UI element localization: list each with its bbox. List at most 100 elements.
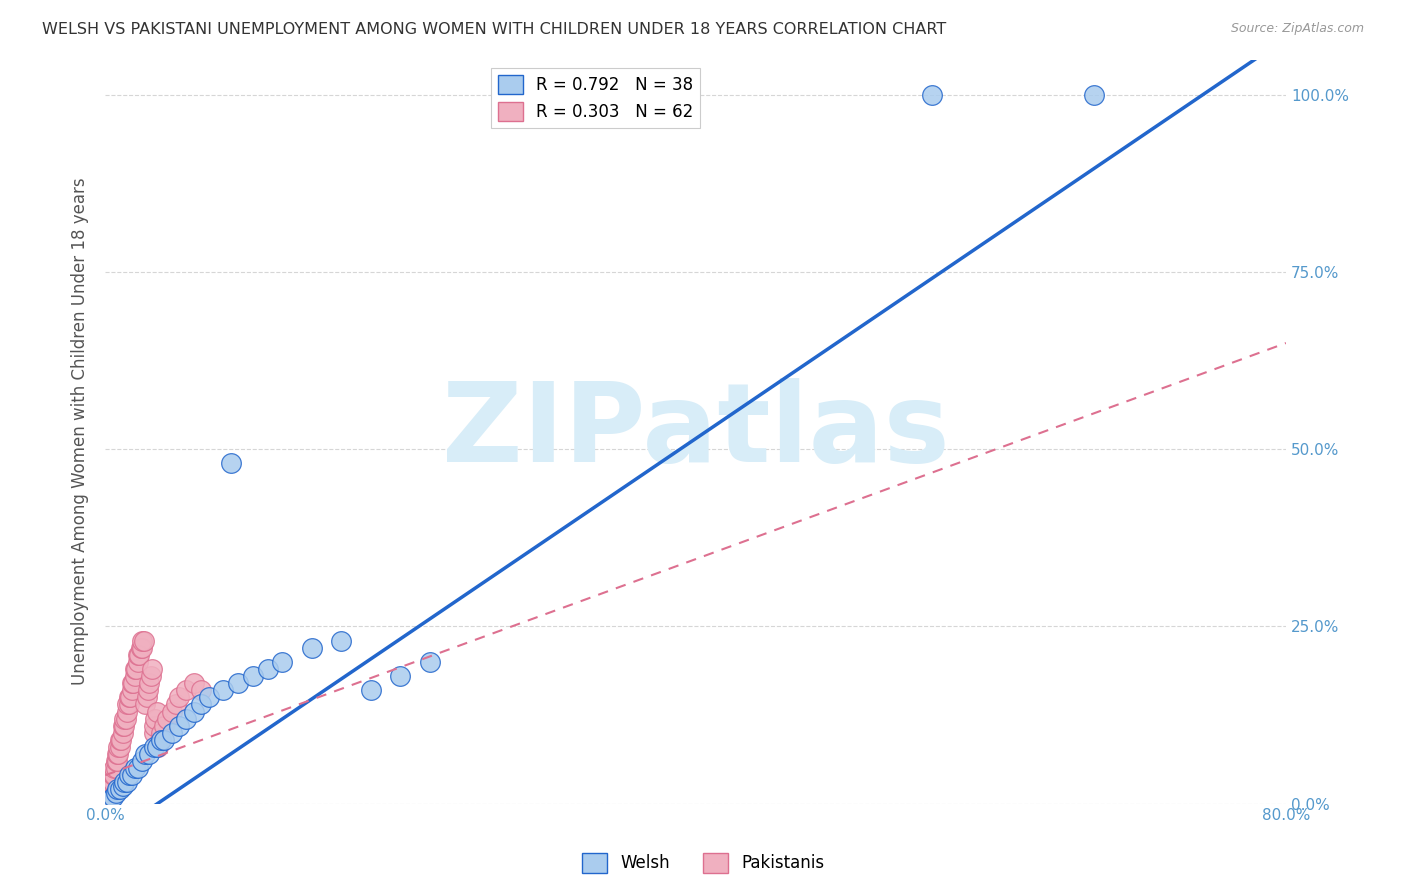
Point	[160, 725, 183, 739]
Point	[1083, 88, 1105, 103]
Point	[176, 683, 198, 698]
Point	[156, 712, 179, 726]
Point	[97, 789, 120, 804]
Point	[131, 640, 153, 655]
Point	[190, 683, 212, 698]
Point	[111, 719, 134, 733]
Point	[139, 669, 162, 683]
Point	[105, 782, 128, 797]
Point	[167, 719, 190, 733]
Point	[183, 676, 205, 690]
Point	[101, 789, 124, 804]
Point	[167, 690, 190, 705]
Point	[389, 669, 412, 683]
Point	[360, 683, 382, 698]
Point	[135, 690, 157, 705]
Point	[105, 754, 128, 768]
Point	[98, 789, 121, 804]
Point	[105, 747, 128, 761]
Point	[117, 775, 139, 789]
Point	[138, 676, 160, 690]
Point	[117, 705, 139, 719]
Legend: R = 0.792   N = 38, R = 0.303   N = 62: R = 0.792 N = 38, R = 0.303 N = 62	[491, 68, 700, 128]
Point	[219, 457, 242, 471]
Point	[242, 669, 264, 683]
Point	[104, 786, 127, 800]
Point	[121, 676, 143, 690]
Point	[112, 712, 135, 726]
Point	[134, 698, 156, 712]
Point	[131, 633, 153, 648]
Text: WELSH VS PAKISTANI UNEMPLOYMENT AMONG WOMEN WITH CHILDREN UNDER 18 YEARS CORRELA: WELSH VS PAKISTANI UNEMPLOYMENT AMONG WO…	[42, 22, 946, 37]
Point	[100, 782, 122, 797]
Point	[301, 640, 323, 655]
Point	[104, 761, 127, 775]
Point	[101, 768, 124, 782]
Point	[419, 655, 441, 669]
Point	[271, 655, 294, 669]
Point	[153, 732, 176, 747]
Point	[160, 705, 183, 719]
Point	[226, 676, 249, 690]
Point	[115, 712, 138, 726]
Point	[142, 719, 165, 733]
Text: ZIPatlas: ZIPatlas	[441, 378, 949, 485]
Point	[101, 775, 124, 789]
Point	[108, 739, 131, 754]
Point	[100, 775, 122, 789]
Point	[108, 732, 131, 747]
Point	[176, 712, 198, 726]
Point	[148, 739, 170, 754]
Point	[149, 732, 172, 747]
Point	[121, 683, 143, 698]
Point	[118, 768, 141, 782]
Point	[212, 683, 235, 698]
Point	[98, 782, 121, 797]
Point	[256, 662, 278, 676]
Point	[124, 662, 146, 676]
Point	[125, 662, 148, 676]
Point	[127, 761, 149, 775]
Point	[145, 712, 167, 726]
Point	[112, 775, 135, 789]
Point	[183, 705, 205, 719]
Point	[108, 782, 131, 797]
Point	[146, 705, 169, 719]
Point	[117, 698, 139, 712]
Point	[136, 683, 159, 698]
Point	[110, 732, 132, 747]
Point	[112, 719, 135, 733]
Point	[134, 747, 156, 761]
Point	[129, 640, 152, 655]
Point	[153, 719, 176, 733]
Point	[165, 698, 187, 712]
Point	[190, 698, 212, 712]
Point	[107, 739, 129, 754]
Point	[127, 648, 149, 662]
Point	[142, 739, 165, 754]
Point	[118, 698, 141, 712]
Point	[330, 633, 353, 648]
Point	[103, 768, 125, 782]
Point	[98, 793, 121, 807]
Point	[124, 669, 146, 683]
Point	[197, 690, 219, 705]
Point	[120, 690, 142, 705]
Text: Source: ZipAtlas.com: Source: ZipAtlas.com	[1230, 22, 1364, 36]
Point	[128, 648, 150, 662]
Point	[127, 655, 149, 669]
Point	[103, 761, 125, 775]
Point	[111, 779, 134, 793]
Point	[118, 690, 141, 705]
Point	[132, 633, 155, 648]
Point	[146, 739, 169, 754]
Point	[111, 725, 134, 739]
Point	[150, 725, 173, 739]
Point	[107, 747, 129, 761]
Legend: Welsh, Pakistanis: Welsh, Pakistanis	[575, 847, 831, 880]
Point	[921, 88, 943, 103]
Point	[150, 732, 173, 747]
Point	[141, 662, 163, 676]
Point	[131, 754, 153, 768]
Point	[104, 754, 127, 768]
